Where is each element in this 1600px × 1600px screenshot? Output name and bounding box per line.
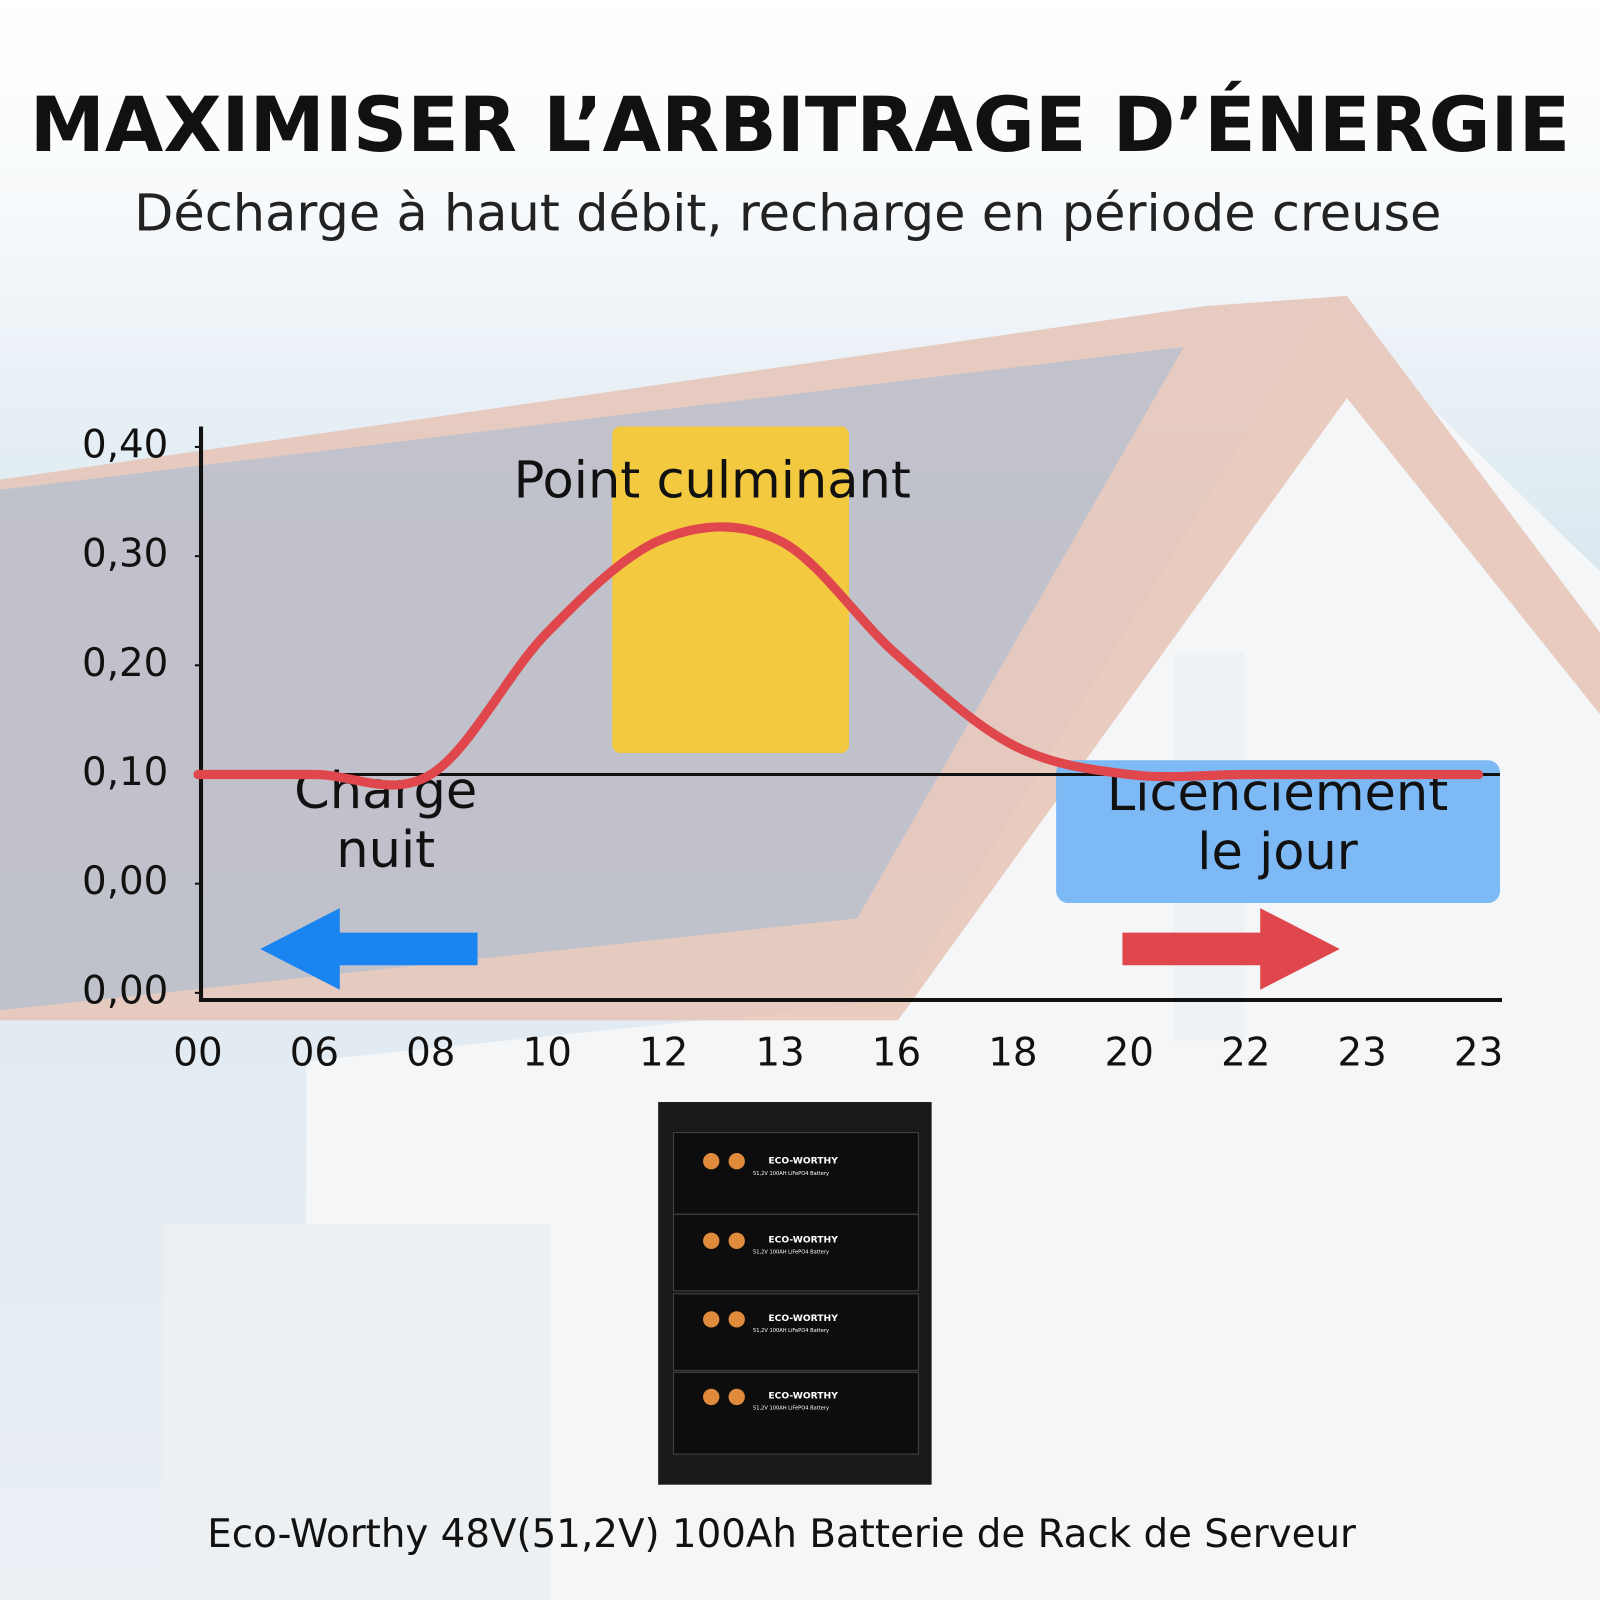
x-tick-label: 20	[1105, 1031, 1154, 1076]
x-tick-label: 18	[988, 1031, 1037, 1076]
terminal	[703, 1153, 720, 1170]
battery-spec: 51,2V 100AH LiFePO4 Battery	[753, 1406, 829, 1412]
battery-spec: 51,2V 100AH LiFePO4 Battery	[753, 1171, 829, 1177]
module	[672, 1293, 919, 1371]
title: MAXIMISER L’ARBITRAGE D’ÉNERGIE	[30, 81, 1570, 169]
module	[672, 1371, 919, 1455]
terminal	[703, 1232, 720, 1249]
x-tick-label: 22	[1221, 1031, 1270, 1076]
battery-brand: ECO-WORTHY	[768, 1234, 838, 1245]
x-tick-label: 23	[1454, 1031, 1503, 1076]
window	[163, 1224, 552, 1600]
terminal	[728, 1153, 745, 1170]
x-tick-label: 06	[290, 1031, 339, 1076]
annotation: nuit	[336, 821, 435, 880]
terminal	[703, 1311, 720, 1328]
y-tick-label: 0,10	[82, 750, 168, 795]
battery-spec: 51,2V 100AH LiFePO4 Battery	[753, 1250, 829, 1256]
annotation: Point culminant	[514, 452, 911, 511]
x-tick-label: 16	[872, 1031, 921, 1076]
annotation: le jour	[1197, 823, 1357, 882]
terminal	[728, 1388, 745, 1406]
battery-rack: ECO-WORTHY 51,2V 100AH LiFePO4 Battery E…	[658, 1102, 932, 1485]
peak-highlight	[612, 426, 849, 754]
x-tick-label: 00	[173, 1031, 222, 1076]
module	[672, 1132, 919, 1215]
y-tick-label: 0,40	[82, 422, 168, 467]
day-highlight	[1056, 760, 1500, 904]
battery-brand: ECO-WORTHY	[768, 1156, 838, 1167]
caption: Eco-Worthy 48V(51,2V) 100Ah Batterie de …	[207, 1512, 1356, 1557]
house-wall	[306, 306, 1600, 1600]
module	[672, 1213, 919, 1292]
terminal	[728, 1232, 745, 1249]
x-tick-label: 08	[406, 1031, 455, 1076]
x-tick-label: 23	[1337, 1031, 1386, 1076]
x-tick-label: 13	[755, 1031, 804, 1076]
chart: Point culminant Charge nuit Licenciement…	[82, 422, 1503, 1075]
line-series	[193, 522, 1484, 790]
arrow-right	[1122, 908, 1340, 990]
x-tick-label: 10	[523, 1031, 572, 1076]
x-tick-label: 12	[639, 1031, 688, 1076]
y-tick-label: 0,20	[82, 641, 168, 686]
battery-brand: ECO-WORTHY	[768, 1313, 838, 1324]
solar-panels	[0, 346, 1184, 1011]
y-tick-label: 0,00	[82, 968, 168, 1013]
arrow-left	[260, 908, 478, 990]
terminal	[703, 1388, 720, 1406]
y-tick-label: 0,00	[82, 859, 168, 904]
y-tick-label: 0,30	[82, 532, 168, 577]
terminal	[728, 1311, 745, 1328]
battery-spec: 51,2V 100AH LiFePO4 Battery	[753, 1328, 829, 1334]
battery-module: ECO-WORTHY 51,2V 100AH LiFePO4 Battery E…	[672, 1132, 919, 1455]
subtitle: Décharge à haut débit, recharge en pério…	[134, 184, 1441, 243]
battery-brand: ECO-WORTHY	[768, 1390, 838, 1401]
